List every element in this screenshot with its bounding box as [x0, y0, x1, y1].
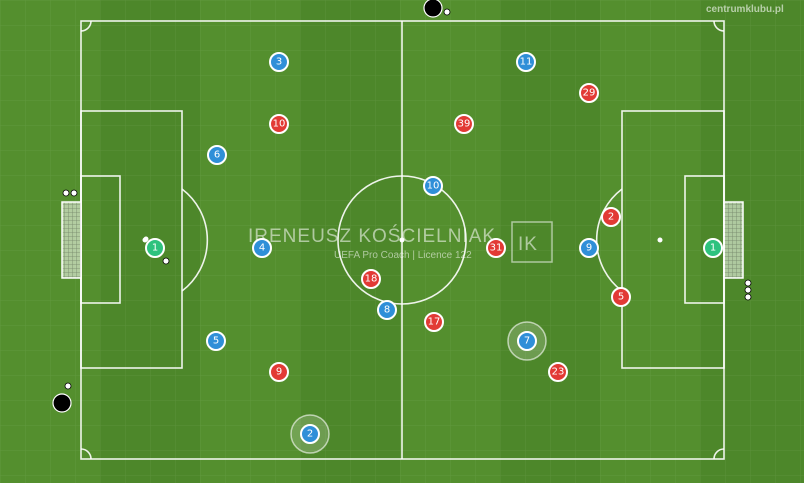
red-player[interactable]: 17	[424, 312, 444, 332]
ball-icon[interactable]	[52, 382, 72, 413]
goalkeeper-right[interactable]: 1	[703, 238, 723, 258]
svg-text:2: 2	[307, 429, 313, 440]
watermark-logo	[511, 221, 553, 263]
goalkeeper-left[interactable]: 1	[145, 238, 165, 258]
svg-text:9: 9	[276, 367, 282, 378]
blue-player[interactable]: 7	[517, 331, 537, 351]
svg-text:7: 7	[524, 336, 530, 347]
blue-player[interactable]: 6	[207, 145, 227, 165]
blue-player[interactable]: 2	[300, 424, 320, 444]
red-player[interactable]: 29	[579, 83, 599, 103]
right-penalty-spot	[657, 237, 663, 243]
blue-player[interactable]: 10	[423, 176, 443, 196]
site-label: centrumklubu.pl	[706, 4, 784, 15]
right-goal	[723, 201, 744, 279]
red-player[interactable]: 31	[486, 238, 506, 258]
red-player[interactable]: 5	[611, 287, 631, 307]
svg-text:9: 9	[586, 243, 592, 254]
svg-text:18: 18	[365, 274, 378, 285]
svg-text:11: 11	[520, 57, 533, 68]
blue-player[interactable]: 9	[579, 238, 599, 258]
left-goal	[61, 201, 82, 279]
red-player[interactable]: 10	[269, 114, 289, 134]
svg-text:23: 23	[552, 367, 565, 378]
spare-balls-icon	[62, 189, 752, 301]
red-player[interactable]: 2	[601, 207, 621, 227]
coach-watermark: IRENEUSZ KOŚCIELNIAK UEFA Pro Coach | Li…	[248, 221, 553, 263]
red-player[interactable]: 9	[269, 362, 289, 382]
svg-text:31: 31	[490, 243, 503, 254]
blue-player[interactable]: 4	[252, 238, 272, 258]
watermark-name: IRENEUSZ KOŚCIELNIAK	[248, 225, 496, 247]
svg-text:3: 3	[276, 57, 282, 68]
red-team: 29 10 39 2 31 18 5 17 9 23	[269, 83, 631, 382]
svg-text:10: 10	[427, 181, 440, 192]
svg-text:29: 29	[583, 88, 596, 99]
svg-text:5: 5	[618, 292, 624, 303]
blue-team: 3 11 6 10 4 9 8 5 7 2	[206, 52, 599, 444]
red-player[interactable]: 39	[454, 114, 474, 134]
svg-text:4: 4	[259, 243, 265, 254]
red-player[interactable]: 23	[548, 362, 568, 382]
svg-text:39: 39	[458, 119, 471, 130]
svg-text:10: 10	[273, 119, 286, 130]
blue-player[interactable]: 11	[516, 52, 536, 72]
svg-text:1: 1	[152, 243, 158, 254]
svg-text:1: 1	[710, 243, 716, 254]
blue-player[interactable]: 8	[377, 300, 397, 320]
ball-icon[interactable]	[143, 236, 170, 265]
watermark-subtitle: UEFA Pro Coach | Licence 122	[334, 250, 472, 261]
center-spot	[399, 237, 405, 243]
red-player[interactable]: 18	[361, 269, 381, 289]
watermark-logo-text: IK	[518, 234, 538, 255]
blue-player[interactable]: 3	[269, 52, 289, 72]
blue-player[interactable]: 5	[206, 331, 226, 351]
svg-text:2: 2	[608, 212, 614, 223]
svg-text:6: 6	[214, 150, 220, 161]
svg-text:17: 17	[428, 317, 441, 328]
goalkeepers: 1 1	[145, 238, 723, 258]
ball-icon[interactable]	[423, 0, 451, 18]
svg-text:8: 8	[384, 305, 390, 316]
svg-text:5: 5	[213, 336, 219, 347]
